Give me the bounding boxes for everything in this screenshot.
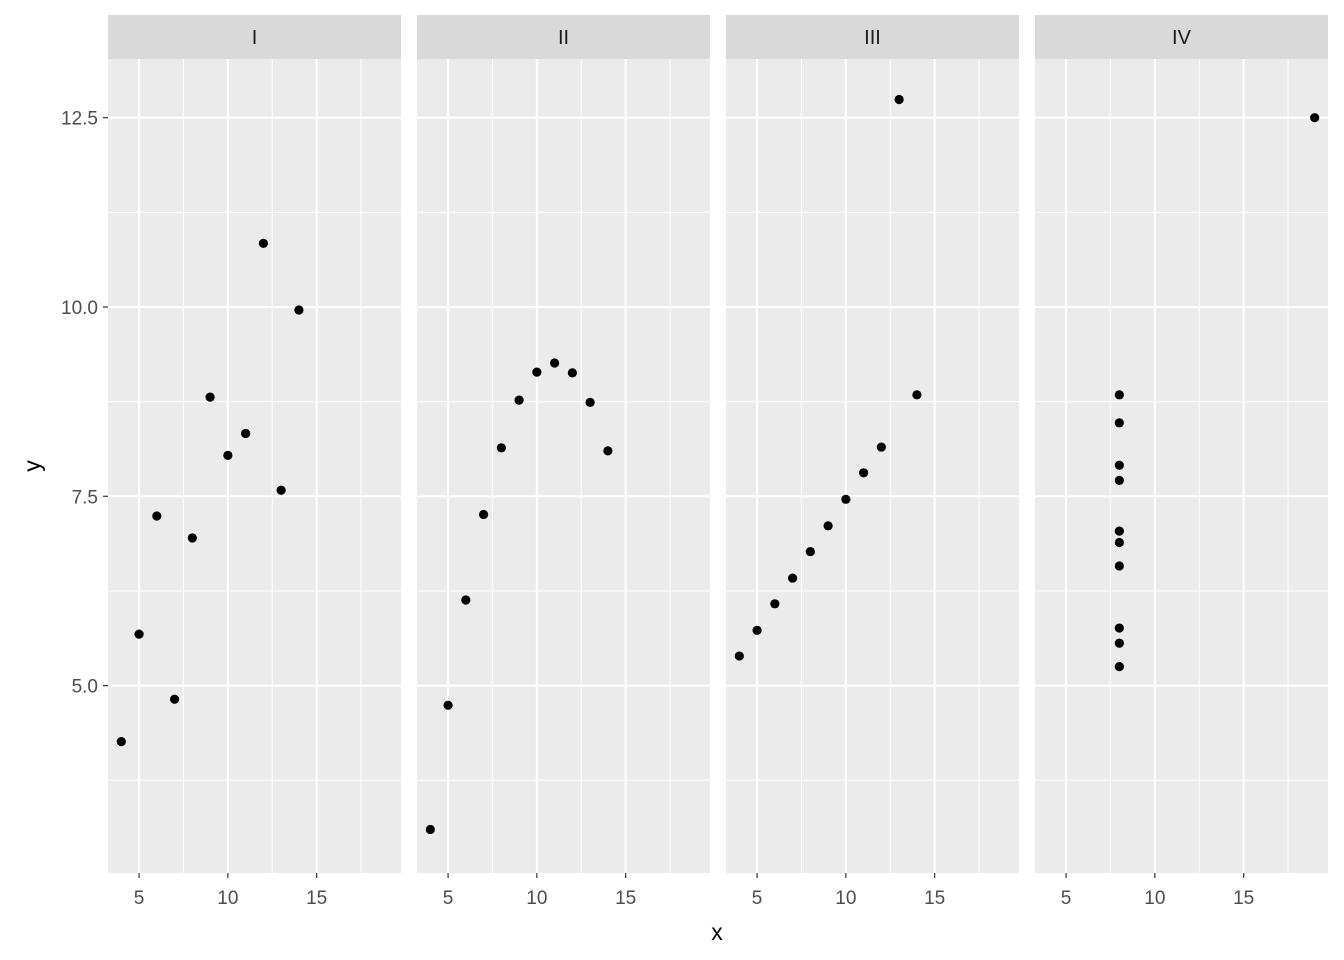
data-point [1114,537,1124,548]
x-tick-label: 5 [443,888,454,909]
data-point [1114,561,1124,571]
data-point [276,485,286,495]
x-tick-label: 15 [924,888,945,909]
x-axis-title: x [711,919,723,945]
data-point [205,392,215,402]
data-point [1114,460,1124,470]
data-point [752,625,762,635]
y-tick-label: 5.0 [72,677,98,698]
facet-panel-i: I [108,15,401,873]
data-point [1114,418,1124,428]
data-point [823,521,833,531]
data-point [514,395,524,405]
facet-strip [108,15,401,59]
x-tick-label: 15 [1233,888,1254,909]
data-point [258,238,268,248]
x-tick-label: 5 [752,888,763,909]
data-point [912,390,922,400]
x-axes: 5 10 15 5 10 15 5 10 15 5 10 15 [134,873,1254,909]
facet-strip-label: III [864,27,881,49]
data-point [478,509,489,520]
panel-background [1035,59,1328,873]
facet-strip-label: I [252,27,258,49]
panel-background [417,59,710,873]
data-point [294,305,304,315]
data-point [894,94,904,105]
facet-strip-label: IV [1172,27,1192,49]
y-axis-title: y [19,460,45,472]
data-point [134,629,144,639]
data-point [805,546,815,557]
data-point [585,397,595,407]
data-point [461,595,471,605]
facet-panel-ii: II [417,15,710,873]
facet-strip [417,15,710,59]
data-point [734,651,744,661]
x-tick-label: 5 [134,888,145,909]
x-tick-label: 10 [217,888,238,909]
data-point [787,573,798,583]
data-point [532,367,542,377]
data-point [1114,623,1124,633]
data-point [425,824,435,835]
x-tick-label: 15 [306,888,327,909]
data-point [116,737,126,747]
data-point [1310,113,1320,123]
data-point [1114,475,1124,485]
panel-background [108,59,401,873]
data-point [770,599,780,609]
data-point [603,446,613,456]
y-tick-label: 12.5 [61,109,98,130]
facet-strip-label: II [558,27,569,49]
data-point [567,368,577,378]
x-tick-label: 10 [835,888,856,909]
data-point [876,442,886,452]
facet-strip [726,15,1019,59]
x-tick-label: 5 [1061,888,1072,909]
data-point [443,700,453,710]
facet-panel-iii: III [726,15,1019,873]
x-tick-label: 10 [1144,888,1165,909]
facet-strip [1035,15,1328,59]
panel-background [726,59,1019,873]
data-point [223,450,233,460]
facet-panels: I II III IV [108,15,1328,873]
data-point [187,533,197,543]
data-point [1114,638,1124,648]
data-point [859,468,869,478]
data-point [550,358,560,368]
x-tick-label: 10 [526,888,547,909]
y-axis: 5.0 7.5 10.0 12.5 [61,109,108,698]
y-tick-label: 10.0 [61,298,98,319]
x-tick-label: 15 [615,888,636,909]
y-tick-label: 7.5 [72,487,98,508]
facet-panel-iv: IV [1035,15,1328,873]
data-point [169,694,180,704]
data-point [1114,662,1124,672]
data-point [1114,526,1124,536]
data-point [1114,390,1124,400]
data-point [496,443,506,453]
data-point [241,428,251,439]
data-point [152,511,162,521]
data-point [841,494,851,504]
